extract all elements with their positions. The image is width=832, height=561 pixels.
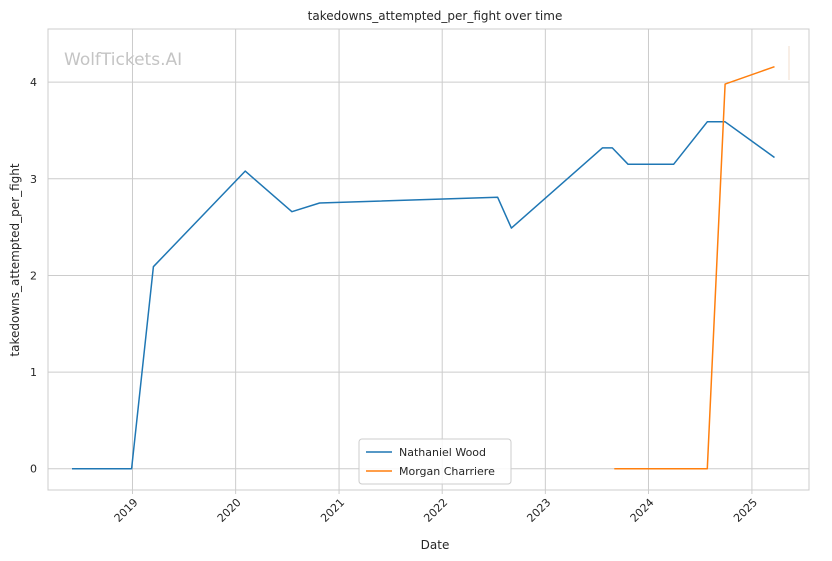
y-axis-label: takedowns_attempted_per_fight bbox=[8, 163, 22, 356]
y-tick-label: 2 bbox=[30, 269, 37, 282]
legend: Nathaniel Wood Morgan Charriere bbox=[358, 438, 512, 485]
legend-label-morgan-charriere: Morgan Charriere bbox=[399, 465, 495, 478]
plot-area bbox=[47, 28, 810, 494]
x-axis-label: Date bbox=[421, 538, 450, 552]
legend-box bbox=[358, 438, 512, 485]
x-tick-label: 2025 bbox=[731, 496, 760, 525]
x-tick-label: 2021 bbox=[318, 496, 347, 525]
y-tick-label: 0 bbox=[30, 463, 37, 476]
x-tick-labels: 2019 2020 2021 2022 2023 2024 2025 bbox=[112, 496, 760, 525]
y-tick-label: 1 bbox=[30, 366, 37, 379]
y-tick-label: 4 bbox=[30, 76, 37, 89]
x-tick-label: 2020 bbox=[215, 496, 244, 525]
x-tick-label: 2022 bbox=[421, 496, 450, 525]
plot-frame bbox=[47, 28, 810, 491]
watermark: WolfTickets.AI bbox=[64, 50, 182, 70]
x-tick-label: 2023 bbox=[524, 496, 553, 525]
y-tick-labels: 0 1 2 3 4 bbox=[30, 76, 37, 476]
series-line-morgan-charriere bbox=[614, 65, 775, 470]
legend-label-nathaniel-wood: Nathaniel Wood bbox=[399, 446, 486, 459]
x-tick-label: 2019 bbox=[112, 496, 141, 525]
chart-title: takedowns_attempted_per_fight over time bbox=[308, 9, 563, 23]
y-tick-label: 3 bbox=[30, 173, 37, 186]
series-line-nathaniel-wood bbox=[72, 121, 775, 470]
series-lines bbox=[72, 65, 775, 470]
x-tick-label: 2024 bbox=[628, 496, 657, 525]
